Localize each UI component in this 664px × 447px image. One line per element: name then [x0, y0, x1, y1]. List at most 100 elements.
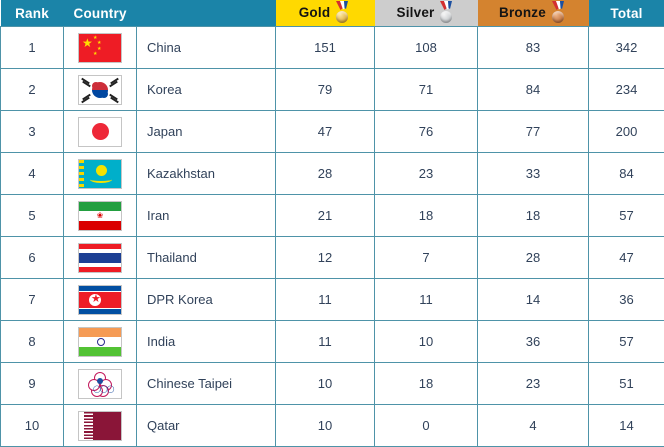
cell-silver: 23	[375, 153, 478, 195]
table-header: Rank Country Gold	[1, 0, 664, 27]
table-row: 3 Japan 47 76 77 200	[1, 111, 664, 153]
cell-country: Chinese Taipei	[137, 363, 276, 405]
cell-rank: 4	[1, 153, 64, 195]
cell-total: 342	[589, 27, 664, 69]
cell-rank: 5	[1, 195, 64, 237]
cell-rank: 8	[1, 321, 64, 363]
cell-silver: 108	[375, 27, 478, 69]
gold-medal-icon	[334, 4, 351, 23]
cell-bronze: 33	[478, 153, 589, 195]
cell-bronze: 23	[478, 363, 589, 405]
cell-gold: 11	[276, 279, 375, 321]
table-row: 7 ★ DPR Korea 11 11 14 36	[1, 279, 664, 321]
japan-flag	[79, 118, 121, 146]
column-header-bronze-label: Bronze	[499, 6, 546, 20]
cell-rank: 1	[1, 27, 64, 69]
cell-silver: 11	[375, 279, 478, 321]
table-row: 4 Kazakhstan 28 23 33 84	[1, 153, 664, 195]
cell-total: 14	[589, 405, 664, 447]
cell-rank: 2	[1, 69, 64, 111]
cell-total: 234	[589, 69, 664, 111]
table-row: 9 ◯◯◯ Chinese Taipei 10 18 23 51	[1, 363, 664, 405]
cell-silver: 0	[375, 405, 478, 447]
cell-total: 57	[589, 321, 664, 363]
china-flag: ★★★★★	[79, 34, 121, 62]
cell-country: Iran	[137, 195, 276, 237]
cell-bronze: 84	[478, 69, 589, 111]
table-body: 1 ★★★★★ China 151 108 83 342 2	[1, 27, 664, 447]
column-header-rank-label: Rank	[15, 6, 49, 21]
cell-silver: 76	[375, 111, 478, 153]
cell-flag	[64, 153, 137, 195]
column-header-bronze[interactable]: Bronze	[478, 0, 589, 27]
cell-country: DPR Korea	[137, 279, 276, 321]
cell-gold: 10	[276, 363, 375, 405]
cell-country: India	[137, 321, 276, 363]
chinese-taipei-flag: ◯◯◯	[79, 370, 121, 398]
column-header-gold[interactable]: Gold	[276, 0, 375, 27]
cell-gold: 11	[276, 321, 375, 363]
cell-flag	[64, 405, 137, 447]
column-header-silver[interactable]: Silver	[375, 0, 478, 27]
cell-total: 84	[589, 153, 664, 195]
cell-country: Kazakhstan	[137, 153, 276, 195]
cell-total: 47	[589, 237, 664, 279]
cell-gold: 79	[276, 69, 375, 111]
cell-flag	[64, 111, 137, 153]
cell-rank: 7	[1, 279, 64, 321]
column-header-total-label: Total	[610, 6, 642, 21]
kazakhstan-flag	[79, 160, 121, 188]
korea-flag	[79, 76, 121, 104]
cell-gold: 151	[276, 27, 375, 69]
cell-silver: 7	[375, 237, 478, 279]
cell-country: China	[137, 27, 276, 69]
cell-total: 36	[589, 279, 664, 321]
column-header-country[interactable]: Country	[64, 0, 276, 27]
cell-country: Thailand	[137, 237, 276, 279]
cell-rank: 10	[1, 405, 64, 447]
column-header-country-label: Country	[74, 6, 127, 21]
column-header-rank[interactable]: Rank	[1, 0, 64, 27]
cell-gold: 21	[276, 195, 375, 237]
table-row: 1 ★★★★★ China 151 108 83 342	[1, 27, 664, 69]
dpr-korea-flag: ★	[79, 286, 121, 314]
cell-gold: 28	[276, 153, 375, 195]
cell-gold: 12	[276, 237, 375, 279]
cell-bronze: 4	[478, 405, 589, 447]
column-header-silver-label: Silver	[397, 6, 435, 20]
cell-gold: 10	[276, 405, 375, 447]
table-row: 8 India 11 10 36 57	[1, 321, 664, 363]
cell-silver: 18	[375, 363, 478, 405]
silver-medal-icon	[438, 4, 455, 23]
cell-silver: 18	[375, 195, 478, 237]
cell-flag	[64, 69, 137, 111]
column-header-gold-label: Gold	[299, 6, 331, 20]
cell-country: Japan	[137, 111, 276, 153]
column-header-total[interactable]: Total	[589, 0, 664, 27]
cell-flag	[64, 237, 137, 279]
cell-rank: 6	[1, 237, 64, 279]
header-row: Rank Country Gold	[1, 0, 664, 27]
cell-flag: ★	[64, 279, 137, 321]
iran-flag: ❀	[79, 202, 121, 230]
table-row: 6 Thailand 12 7 28 47	[1, 237, 664, 279]
cell-flag: ★★★★★	[64, 27, 137, 69]
cell-rank: 3	[1, 111, 64, 153]
table-row: 10 Qatar 10 0 4 14	[1, 405, 664, 447]
table-row: 5 ❀ Iran 21 18 18 57	[1, 195, 664, 237]
cell-silver: 71	[375, 69, 478, 111]
cell-bronze: 36	[478, 321, 589, 363]
cell-bronze: 14	[478, 279, 589, 321]
cell-rank: 9	[1, 363, 64, 405]
qatar-flag	[79, 412, 121, 440]
cell-silver: 10	[375, 321, 478, 363]
cell-country: Korea	[137, 69, 276, 111]
cell-flag: ◯◯◯	[64, 363, 137, 405]
india-flag	[79, 328, 121, 356]
cell-total: 57	[589, 195, 664, 237]
cell-gold: 47	[276, 111, 375, 153]
cell-total: 200	[589, 111, 664, 153]
thailand-flag	[79, 244, 121, 272]
cell-total: 51	[589, 363, 664, 405]
